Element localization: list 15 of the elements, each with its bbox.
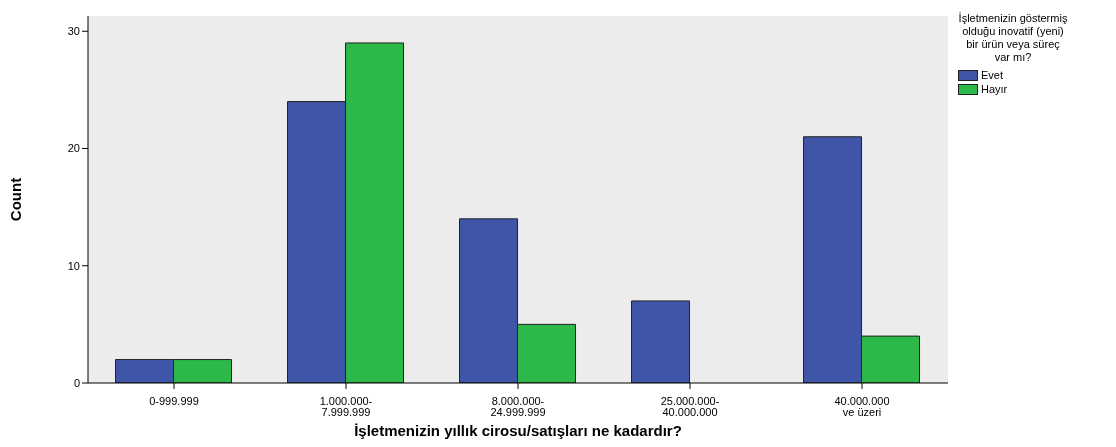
- x-axis-title: İşletmenizin yıllık cirosu/satışları ne kadardır?: [354, 422, 682, 439]
- x-tick-label: 25.000.000-40.000.000: [660, 395, 720, 418]
- y-axis-title: Count: [7, 177, 25, 222]
- y-tick-label: 20: [67, 142, 80, 155]
- y-tick-label: 30: [67, 25, 80, 38]
- x-tick-label: 0-999.999: [149, 395, 199, 407]
- bar: [631, 300, 691, 383]
- legend-title: İşletmenizin göstermiş olduğu inovatif (yeni) bir ürün veya süreç var mı?: [958, 12, 1068, 64]
- y-tick-label: 0: [73, 376, 80, 389]
- x-tick-label: 40.000.000 ve üzeri: [834, 395, 890, 418]
- x-tick-label: 1.000.000-7.999.999: [319, 395, 373, 418]
- x-tick-label: 8.000.000-24.999.999: [490, 395, 546, 418]
- y-tick-label: 10: [67, 259, 80, 272]
- legend-label: Hayır: [981, 83, 1008, 95]
- legend-label: Evet: [981, 69, 1004, 81]
